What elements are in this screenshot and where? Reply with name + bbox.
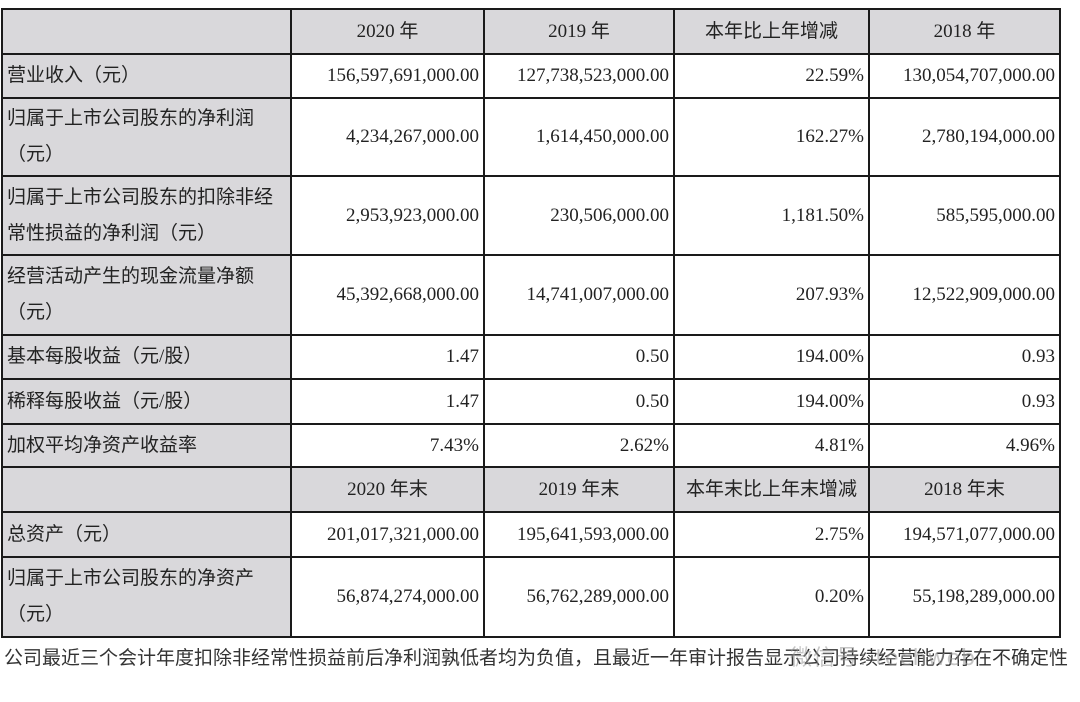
row-label: 经营活动产生的现金流量净额（元） <box>1 254 292 336</box>
value-cell: 201,017,321,000.00 <box>290 511 485 558</box>
financial-summary-table: 2020 年 2019 年 本年比上年增减 2018 年 营业收入（元） 156… <box>1 8 1061 638</box>
header-cell: 2020 年 <box>290 8 485 55</box>
value-cell: 45,392,668,000.00 <box>290 254 485 336</box>
value-cell: 195,641,593,000.00 <box>483 511 675 558</box>
header-cell: 2019 年末 <box>483 466 675 513</box>
row-label: 归属于上市公司股东的净资产（元） <box>1 556 292 638</box>
row-label: 营业收入（元） <box>1 53 292 99</box>
value-cell: 1,614,450,000.00 <box>483 97 675 177</box>
header-cell: 2018 年末 <box>868 466 1061 513</box>
value-cell: 56,874,274,000.00 <box>290 556 485 638</box>
value-cell: 7.43% <box>290 423 485 468</box>
value-cell: 12,522,909,000.00 <box>868 254 1061 336</box>
value-cell: 2,953,923,000.00 <box>290 175 485 256</box>
value-cell: 4,234,267,000.00 <box>290 97 485 177</box>
footer-note: 公司最近三个会计年度扣除非经常性损益前后净利润孰低者均为负值，且最近一年审计报告… <box>4 647 1069 669</box>
value-cell: 2.62% <box>483 423 675 468</box>
value-cell: 0.93 <box>868 334 1061 380</box>
table-row: 归属于上市公司股东的净资产（元） 56,874,274,000.00 56,76… <box>1 556 1061 638</box>
value-cell: 0.50 <box>483 334 675 380</box>
table-row: 营业收入（元） 156,597,691,000.00 127,738,523,0… <box>1 53 1061 99</box>
value-cell: 585,595,000.00 <box>868 175 1061 256</box>
value-cell: 55,198,289,000.00 <box>868 556 1061 638</box>
value-cell: 2.75% <box>673 511 870 558</box>
value-cell: 1.47 <box>290 334 485 380</box>
header-cell: 本年比上年增减 <box>673 8 870 55</box>
value-cell: 207.93% <box>673 254 870 336</box>
value-cell: 56,762,289,000.00 <box>483 556 675 638</box>
row-label: 归属于上市公司股东的扣除非经常性损益的净利润（元） <box>1 175 292 256</box>
table-row: 归属于上市公司股东的净利润（元） 4,234,267,000.00 1,614,… <box>1 97 1061 177</box>
value-cell: 0.20% <box>673 556 870 638</box>
table-row: 加权平均净资产收益率 7.43% 2.62% 4.81% 4.96% <box>1 423 1061 468</box>
header-cell: 2020 年末 <box>290 466 485 513</box>
header-cell <box>1 8 292 55</box>
header-cell: 2019 年 <box>483 8 675 55</box>
header-cell: 本年末比上年末增减 <box>673 466 870 513</box>
value-cell: 230,506,000.00 <box>483 175 675 256</box>
value-cell: 130,054,707,000.00 <box>868 53 1061 99</box>
row-label: 归属于上市公司股东的净利润（元） <box>1 97 292 177</box>
row-label: 稀释每股收益（元/股） <box>1 378 292 425</box>
header-cell <box>1 466 292 513</box>
value-cell: 0.93 <box>868 378 1061 425</box>
value-cell: 1,181.50% <box>673 175 870 256</box>
header-row-yearend: 2020 年末 2019 年末 本年末比上年末增减 2018 年末 <box>1 466 1061 513</box>
value-cell: 2,780,194,000.00 <box>868 97 1061 177</box>
table-row: 归属于上市公司股东的扣除非经常性损益的净利润（元） 2,953,923,000.… <box>1 175 1061 256</box>
value-cell: 194,571,077,000.00 <box>868 511 1061 558</box>
row-label: 加权平均净资产收益率 <box>1 423 292 468</box>
value-cell: 1.47 <box>290 378 485 425</box>
value-cell: 4.81% <box>673 423 870 468</box>
value-cell: 194.00% <box>673 378 870 425</box>
table-row: 基本每股收益（元/股） 1.47 0.50 194.00% 0.93 <box>1 334 1061 380</box>
value-cell: 4.96% <box>868 423 1061 468</box>
header-row-annual: 2020 年 2019 年 本年比上年增减 2018 年 <box>1 8 1061 55</box>
header-cell: 2018 年 <box>868 8 1061 55</box>
row-label: 基本每股收益（元/股） <box>1 334 292 380</box>
table-row: 稀释每股收益（元/股） 1.47 0.50 194.00% 0.93 <box>1 378 1061 425</box>
value-cell: 162.27% <box>673 97 870 177</box>
table-row: 总资产（元） 201,017,321,000.00 195,641,593,00… <box>1 511 1061 558</box>
value-cell: 14,741,007,000.00 <box>483 254 675 336</box>
value-cell: 194.00% <box>673 334 870 380</box>
value-cell: 22.59% <box>673 53 870 99</box>
row-label: 总资产（元） <box>1 511 292 558</box>
table-row: 经营活动产生的现金流量净额（元） 45,392,668,000.00 14,74… <box>1 254 1061 336</box>
value-cell: 156,597,691,000.00 <box>290 53 485 99</box>
value-cell: 127,738,523,000.00 <box>483 53 675 99</box>
value-cell: 0.50 <box>483 378 675 425</box>
